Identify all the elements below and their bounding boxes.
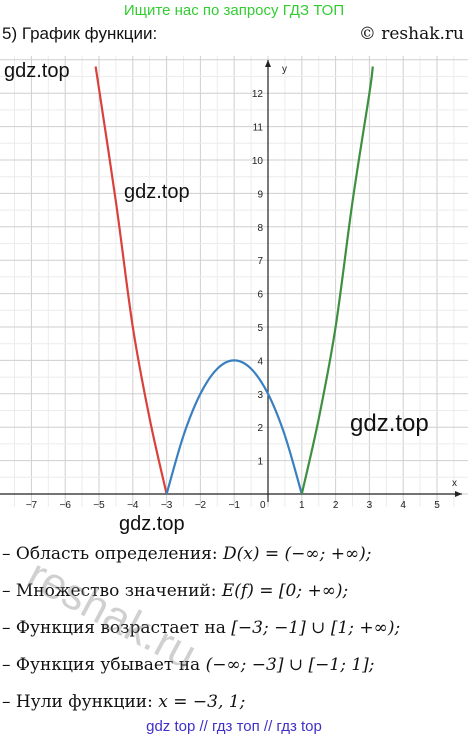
x-tick-label: −7 bbox=[26, 500, 38, 511]
x-tick-label: 2 bbox=[333, 500, 339, 511]
x-tick-label: 4 bbox=[400, 500, 406, 511]
fact-domain: – Область определения: D(x) = (−∞; +∞); bbox=[2, 540, 468, 577]
watermark-right: gdz.top bbox=[350, 410, 429, 437]
y-tick-label: 10 bbox=[252, 156, 264, 167]
x-axis-label: x bbox=[452, 478, 457, 489]
y-tick-label: 3 bbox=[257, 390, 263, 401]
y-tick-label: 9 bbox=[257, 189, 263, 200]
x-axis-arrow bbox=[455, 491, 462, 497]
fact-label: – Функция убывает на bbox=[2, 655, 201, 675]
footer-links[interactable]: gdz top // гдз топ // гдз top bbox=[146, 718, 322, 735]
y-tick-label: 8 bbox=[257, 223, 263, 234]
x-tick-label: −3 bbox=[161, 500, 173, 511]
fact-formula: [−3; −1] ∪ [1; +∞); bbox=[231, 618, 401, 638]
x-tick-label: −5 bbox=[93, 500, 105, 511]
fact-label: – Нули функции: bbox=[2, 692, 153, 712]
x-tick-label: −1 bbox=[228, 500, 240, 511]
fact-increasing: – Функция возрастает на [−3; −1] ∪ [1; +… bbox=[2, 614, 468, 651]
series-line bbox=[300, 66, 374, 495]
fact-range: – Множество значений: E(f) = [0; +∞); bbox=[2, 577, 468, 614]
fact-label: – Множество значений: bbox=[2, 581, 217, 601]
y-tick-label: 4 bbox=[257, 356, 263, 367]
y-tick-label: 12 bbox=[252, 89, 264, 100]
promo-banner[interactable]: Ищите нас по запросу ГДЗ ТОП bbox=[123, 2, 345, 19]
y-tick-label: 5 bbox=[257, 323, 263, 334]
y-tick-label: 2 bbox=[257, 423, 263, 434]
watermark-bottom-left: gdz.top bbox=[119, 513, 185, 535]
x-tick-label: 0 bbox=[260, 500, 266, 511]
fact-formula: E(f) = [0; +∞); bbox=[221, 581, 349, 601]
fact-label: – Функция возрастает на bbox=[2, 618, 226, 638]
x-tick-label: 3 bbox=[367, 500, 373, 511]
fact-zeros: – Нули функции: x = −3, 1; bbox=[2, 688, 468, 725]
x-tick-label: 5 bbox=[434, 500, 440, 511]
fact-formula: x = −3, 1; bbox=[158, 692, 246, 712]
y-tick-label: 6 bbox=[257, 290, 263, 301]
y-axis-arrow bbox=[265, 60, 271, 67]
series-line bbox=[94, 66, 168, 495]
copyright[interactable]: © reshak.ru bbox=[358, 24, 464, 44]
fact-decreasing: – Функция убывает на (−∞; −3] ∪ [−1; 1]; bbox=[2, 651, 468, 688]
watermark-top-left: gdz.top bbox=[4, 60, 70, 82]
fact-label: – Область определения: bbox=[2, 544, 218, 564]
fact-formula: D(x) = (−∞; +∞); bbox=[223, 544, 372, 564]
x-tick-label: 1 bbox=[299, 500, 305, 511]
y-tick-label: 11 bbox=[253, 123, 264, 134]
watermark-mid-left: gdz.top bbox=[124, 181, 190, 203]
y-tick-label: 7 bbox=[257, 256, 263, 267]
series-line bbox=[165, 359, 303, 495]
function-properties: – Область определения: D(x) = (−∞; +∞); … bbox=[2, 540, 468, 725]
task-title: 5) График функции: bbox=[2, 24, 158, 43]
x-tick-label: −4 bbox=[127, 500, 139, 511]
y-tick-label: 1 bbox=[257, 457, 263, 468]
x-tick-label: −6 bbox=[59, 500, 71, 511]
fact-formula: (−∞; −3] ∪ [−1; 1]; bbox=[205, 655, 375, 675]
y-axis-label: y bbox=[282, 64, 287, 75]
x-tick-label: −2 bbox=[195, 500, 207, 511]
